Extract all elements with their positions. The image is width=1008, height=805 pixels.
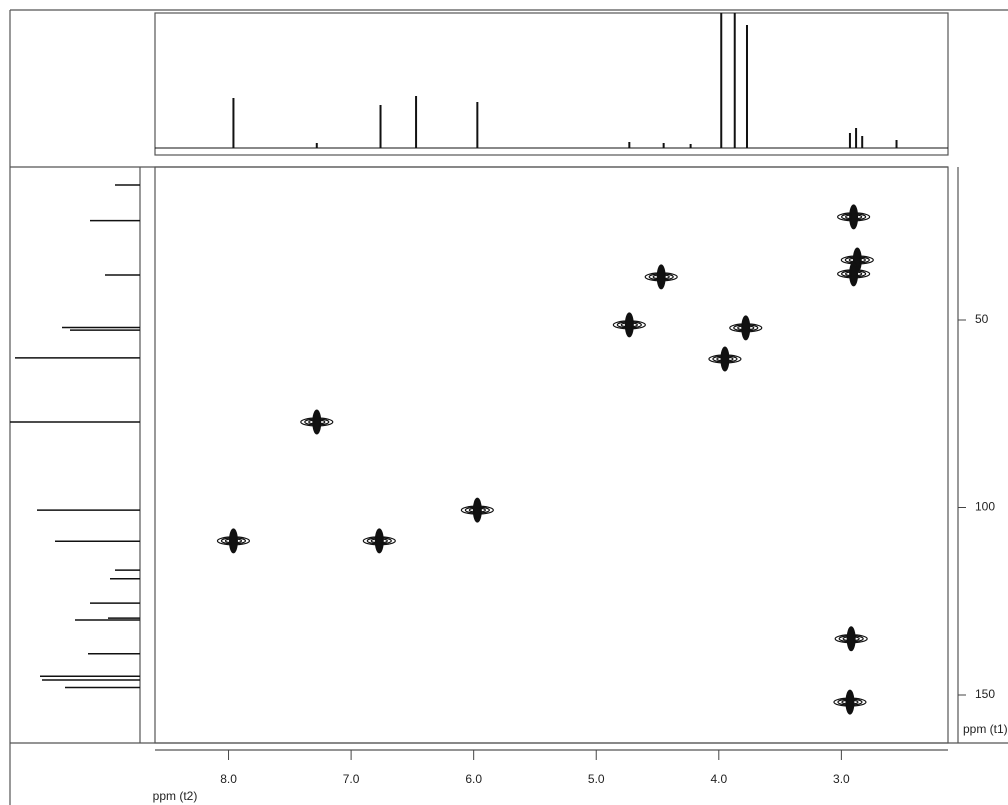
contour-ring — [375, 532, 383, 550]
x-tick-label: 3.0 — [833, 772, 850, 786]
contour-ring — [313, 413, 321, 431]
x-axis-label: ppm (t2) — [153, 789, 198, 803]
contour-ring — [625, 316, 633, 334]
y-axis-label: ppm (t1) — [963, 722, 1008, 736]
f2-projection-frame — [154, 12, 949, 156]
peak — [834, 626, 868, 652]
peak — [837, 204, 871, 230]
x-tick-label: 8.0 — [220, 772, 237, 786]
peak — [837, 261, 871, 287]
contour-ring — [657, 268, 665, 286]
peak — [216, 528, 251, 554]
contour-ring — [721, 350, 729, 368]
y-tick-label: 150 — [975, 687, 995, 701]
y-tick-label: 50 — [975, 312, 989, 326]
peak — [300, 409, 334, 435]
peak — [460, 497, 494, 523]
peak — [612, 312, 646, 338]
x-tick-label: 5.0 — [588, 772, 605, 786]
x-tick-label: 4.0 — [710, 772, 727, 786]
peak — [729, 315, 763, 341]
contour-ring — [742, 319, 750, 337]
contour-ring — [473, 501, 481, 519]
peak — [644, 264, 678, 290]
contour-ring — [850, 265, 858, 283]
contour-ring — [846, 693, 854, 711]
x-tick-label: 6.0 — [465, 772, 482, 786]
peak — [362, 528, 396, 554]
contour-ring — [229, 532, 237, 550]
peak — [708, 346, 742, 372]
plot-frame — [154, 166, 949, 744]
y-tick-label: 100 — [975, 500, 995, 514]
contour-ring — [847, 630, 855, 648]
x-tick-label: 7.0 — [343, 772, 360, 786]
contour-ring — [850, 208, 858, 226]
peak — [833, 689, 867, 715]
